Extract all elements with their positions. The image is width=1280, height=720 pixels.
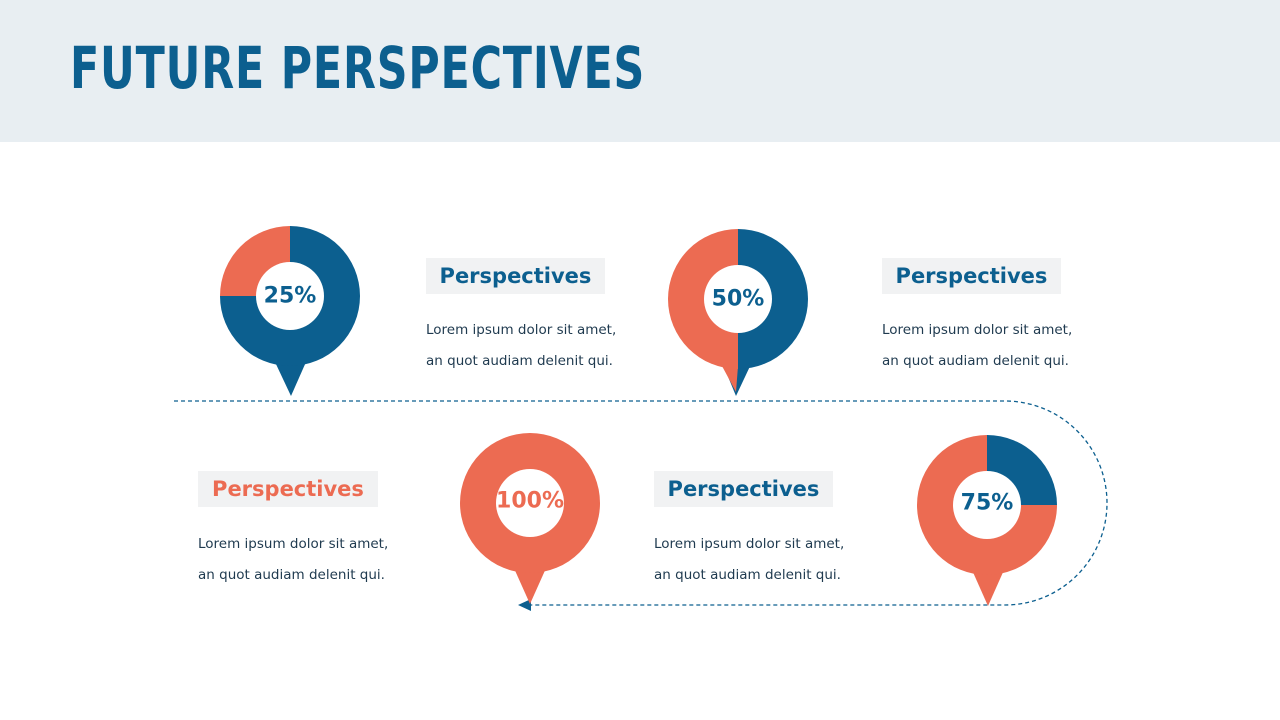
pin-ring-segment-blue xyxy=(738,229,808,369)
step-description: Lorem ipsum dolor sit amet, an quot audi… xyxy=(882,315,1072,377)
description-line: Lorem ipsum dolor sit amet, xyxy=(426,322,617,338)
description-line: an quot audiam delenit qui. xyxy=(654,567,841,583)
pin-pointer xyxy=(513,566,547,604)
step-heading: Perspectives xyxy=(426,258,605,294)
pin-chart-50: 50% xyxy=(668,229,808,396)
pin-center xyxy=(953,471,1021,539)
pin-pointer xyxy=(972,570,1004,606)
pin-ring-segment-coral xyxy=(668,229,738,369)
description-line: an quot audiam delenit qui. xyxy=(198,567,385,583)
pin-pointer-coral xyxy=(722,366,738,392)
percent-label: 100% xyxy=(496,489,564,514)
pin-pointer xyxy=(275,362,306,396)
pin-center xyxy=(256,262,324,330)
pin-center xyxy=(496,469,564,537)
step-heading: Perspectives xyxy=(882,258,1061,294)
header-band: FUTURE PERSPECTIVES xyxy=(0,0,1280,142)
description-line: an quot audiam delenit qui. xyxy=(426,353,613,369)
pin-chart-25: 25% xyxy=(220,226,360,396)
description-line: Lorem ipsum dolor sit amet, xyxy=(654,536,845,552)
pin-chart-100: 100% xyxy=(460,433,600,604)
step-description: Lorem ipsum dolor sit amet, an quot audi… xyxy=(426,315,616,377)
description-line: Lorem ipsum dolor sit amet, xyxy=(198,536,389,552)
description-line: an quot audiam delenit qui. xyxy=(882,353,1069,369)
connector-arrowhead-icon xyxy=(518,599,531,611)
step-heading: Perspectives xyxy=(198,471,378,507)
step-description: Lorem ipsum dolor sit amet, an quot audi… xyxy=(198,529,388,591)
pin-center xyxy=(704,265,772,333)
description-line: Lorem ipsum dolor sit amet, xyxy=(882,322,1073,338)
pin-chart-75: 75% xyxy=(917,435,1057,606)
timeline-connector xyxy=(174,400,1108,606)
step-description: Lorem ipsum dolor sit amet, an quot audi… xyxy=(654,529,844,591)
page-title: FUTURE PERSPECTIVES xyxy=(70,34,646,102)
percent-label: 25% xyxy=(264,284,317,309)
step-heading: Perspectives xyxy=(654,471,833,507)
percent-label: 75% xyxy=(961,491,1014,516)
percent-label: 50% xyxy=(712,287,765,312)
